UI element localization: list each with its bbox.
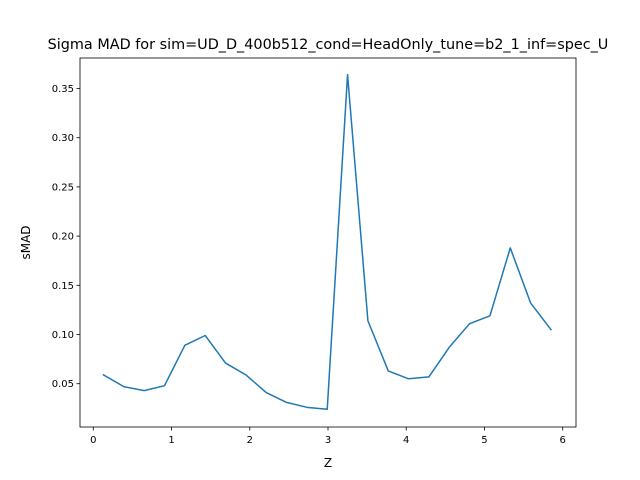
x-tick-label: 5	[481, 435, 487, 446]
y-axis-label: sMAD	[19, 225, 33, 259]
x-tick-label: 6	[560, 435, 566, 446]
chart-title: Sigma MAD for sim=UD_D_400b512_cond=Head…	[48, 37, 609, 53]
x-tick-label: 0	[90, 435, 96, 446]
y-tick-label: 0.20	[52, 232, 74, 243]
x-tick-label: 4	[403, 435, 409, 446]
y-tick-label: 0.10	[52, 330, 74, 341]
y-tick-label: 0.30	[52, 133, 74, 144]
y-tick-label: 0.05	[52, 379, 74, 390]
y-tick-label: 0.15	[52, 281, 74, 292]
plot-frame	[79, 57, 577, 428]
x-tick-label: 2	[247, 435, 253, 446]
series-line	[102, 73, 553, 411]
y-tick-label: 0.35	[52, 84, 74, 95]
x-tick-label: 1	[168, 435, 174, 446]
y-tick-label: 0.25	[52, 182, 74, 193]
x-tick-label: 3	[325, 435, 331, 446]
x-axis-label: Z	[324, 456, 332, 470]
